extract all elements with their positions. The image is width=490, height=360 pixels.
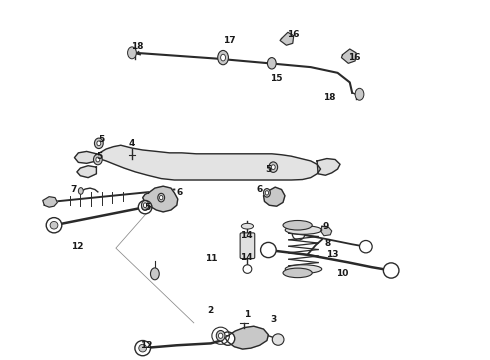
Circle shape (142, 204, 148, 211)
Text: 18: 18 (322, 93, 335, 102)
Polygon shape (77, 166, 97, 177)
Text: 14: 14 (240, 231, 252, 240)
Text: 5: 5 (97, 152, 103, 161)
Ellipse shape (159, 195, 163, 200)
Circle shape (261, 242, 276, 258)
Polygon shape (225, 326, 269, 349)
Ellipse shape (264, 189, 270, 197)
Ellipse shape (219, 333, 223, 338)
Ellipse shape (283, 268, 312, 278)
Circle shape (46, 218, 62, 233)
Text: 5: 5 (145, 203, 151, 212)
Text: 11: 11 (205, 254, 217, 263)
Text: 5: 5 (265, 165, 271, 174)
Text: 2: 2 (207, 306, 213, 315)
Ellipse shape (242, 223, 253, 229)
Ellipse shape (265, 191, 269, 195)
Ellipse shape (283, 220, 312, 230)
Text: 16: 16 (348, 53, 361, 62)
Text: 1: 1 (245, 310, 250, 319)
Circle shape (135, 341, 150, 356)
Ellipse shape (150, 268, 159, 280)
Text: 16: 16 (288, 30, 300, 39)
Circle shape (138, 201, 152, 214)
Polygon shape (317, 158, 340, 175)
Text: 12: 12 (71, 242, 83, 251)
Text: 15: 15 (270, 74, 283, 83)
Text: 10: 10 (336, 269, 348, 278)
Ellipse shape (268, 58, 276, 69)
Ellipse shape (96, 157, 100, 162)
Polygon shape (320, 226, 332, 236)
Ellipse shape (78, 188, 83, 194)
Polygon shape (342, 49, 356, 63)
Ellipse shape (271, 165, 275, 170)
Ellipse shape (144, 203, 147, 208)
Text: 13: 13 (326, 250, 339, 259)
Text: 8: 8 (325, 239, 331, 248)
Text: 4: 4 (129, 139, 135, 148)
Circle shape (139, 344, 147, 352)
Text: 12: 12 (140, 341, 152, 350)
Ellipse shape (142, 201, 149, 210)
Circle shape (360, 240, 372, 253)
Text: 3: 3 (270, 315, 276, 324)
Ellipse shape (97, 141, 101, 146)
Polygon shape (74, 152, 97, 163)
Text: 7: 7 (70, 185, 77, 194)
Ellipse shape (216, 330, 225, 341)
Polygon shape (97, 145, 320, 180)
Text: 6: 6 (176, 188, 182, 197)
Text: 9: 9 (322, 222, 329, 231)
Ellipse shape (94, 154, 102, 165)
Circle shape (383, 263, 399, 278)
Ellipse shape (218, 50, 228, 65)
Ellipse shape (220, 54, 225, 61)
Circle shape (272, 334, 284, 345)
Circle shape (50, 221, 58, 229)
Polygon shape (280, 32, 294, 45)
Ellipse shape (95, 138, 103, 149)
Ellipse shape (355, 88, 364, 100)
Circle shape (292, 228, 305, 240)
Text: 14: 14 (240, 253, 252, 262)
Polygon shape (264, 187, 285, 206)
Ellipse shape (243, 265, 252, 273)
Ellipse shape (158, 193, 165, 202)
Text: 6: 6 (256, 185, 263, 194)
Ellipse shape (127, 47, 136, 59)
Text: 17: 17 (223, 36, 236, 45)
Circle shape (221, 332, 235, 345)
Ellipse shape (285, 265, 322, 273)
Text: 5: 5 (98, 135, 104, 144)
Ellipse shape (269, 162, 278, 172)
Polygon shape (143, 186, 178, 212)
Ellipse shape (285, 226, 322, 234)
Text: 18: 18 (131, 42, 143, 51)
Polygon shape (43, 197, 57, 207)
FancyBboxPatch shape (240, 233, 255, 258)
